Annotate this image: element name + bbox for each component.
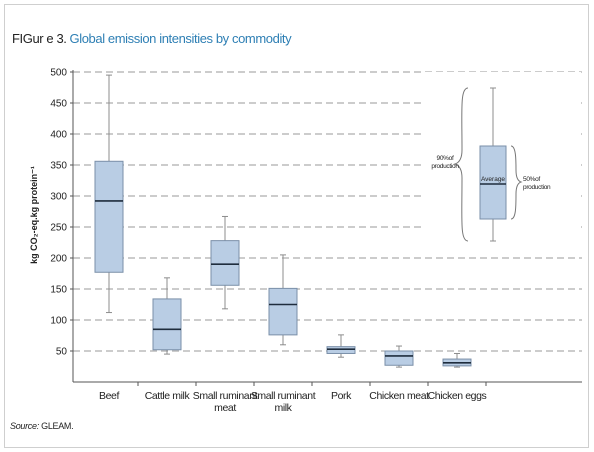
legend-90-label: production bbox=[431, 163, 459, 170]
x-tick-label: Small ruminant bbox=[251, 390, 316, 402]
box-iqr-box bbox=[94, 160, 124, 273]
box-iqr-box bbox=[210, 240, 240, 286]
box-iqr-box bbox=[152, 298, 182, 351]
y-tick-label: 300 bbox=[50, 192, 67, 203]
legend-90-brace bbox=[453, 87, 469, 242]
source-note: Source: GLEAM. bbox=[10, 421, 74, 431]
x-tick-label: meat bbox=[214, 402, 236, 414]
y-tick-label: 500 bbox=[50, 68, 67, 79]
box-iqr-box bbox=[268, 287, 298, 336]
figure-number: FIGur e 3. bbox=[12, 31, 67, 46]
legend-90-label: 90%of bbox=[437, 155, 454, 162]
y-tick-label: 350 bbox=[50, 161, 67, 172]
legend-50-label: production bbox=[523, 184, 551, 191]
figure-title: FIGur e 3. Global emission intensities by… bbox=[12, 31, 292, 46]
y-tick-label: 450 bbox=[50, 99, 67, 110]
y-tick-label: 200 bbox=[50, 254, 67, 265]
source-text: GLEAM. bbox=[41, 421, 74, 431]
x-tick-label: Beef bbox=[99, 390, 119, 402]
y-axis-label: kg CO₂-eq.kg protein⁻¹ bbox=[29, 166, 39, 264]
x-tick-label: Cattle milk bbox=[145, 390, 191, 402]
x-tick-label: Small ruminant bbox=[193, 390, 258, 402]
boxes bbox=[94, 74, 472, 368]
legend-50-label: 50%of bbox=[523, 176, 540, 183]
y-tick-label: 400 bbox=[50, 130, 67, 141]
legend-50-brace bbox=[510, 145, 523, 220]
legend-average-label: Average bbox=[481, 176, 505, 183]
x-tick-label: Pork bbox=[331, 390, 352, 402]
legend-iqr-box bbox=[479, 145, 507, 220]
axes: 50 100 150 200 250 300 350 400 450 500 Beef Cattle … bbox=[50, 68, 582, 414]
source-label: Source: bbox=[10, 421, 39, 431]
y-tick-label: 250 bbox=[50, 223, 67, 234]
figure-caption: Global emission intensities by commodity bbox=[69, 31, 292, 46]
y-tick-label: 150 bbox=[50, 285, 67, 296]
box-iqr-box bbox=[326, 346, 356, 354]
y-tick-label: 100 bbox=[50, 316, 67, 327]
x-tick-label: Chicken meat bbox=[369, 390, 429, 402]
x-tick-label: milk bbox=[274, 402, 292, 414]
x-tick-label: Chicken eggs bbox=[428, 390, 487, 402]
y-tick-label: 50 bbox=[56, 347, 68, 358]
box-iqr-box bbox=[384, 350, 414, 366]
